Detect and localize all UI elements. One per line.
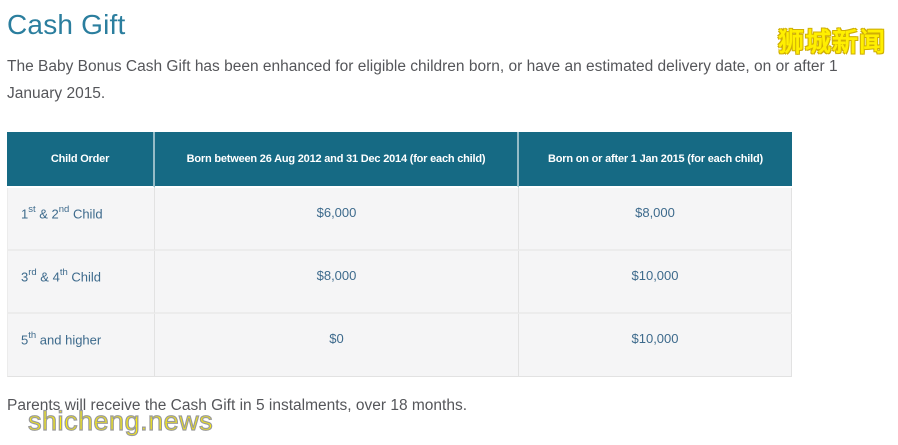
cell-amount-2015: $10,000 [519,314,792,377]
cell-amount-2015: $8,000 [519,188,792,251]
order-text: 1 [21,206,29,222]
order-text: Child [69,206,103,222]
ordinal-suffix: rd [28,267,37,278]
cell-amount-2015: $10,000 [519,251,792,314]
cash-gift-page: Cash Gift The Baby Bonus Cash Gift has b… [0,9,898,415]
table-header: Child Order Born between 26 Aug 2012 and… [7,132,792,188]
intro-paragraph: The Baby Bonus Cash Gift has been enhanc… [7,58,838,102]
cell-amount-2012-2014: $0 [155,314,519,377]
page-title: Cash Gift [7,9,126,40]
table-row: 1st & 2nd Child $6,000 $8,000 [7,188,792,251]
table-row: 5th and higher $0 $10,000 [7,314,792,377]
cell-amount-2012-2014: $6,000 [155,188,519,251]
cell-child-order: 1st & 2nd Child [7,188,155,251]
order-text: and higher [36,332,102,348]
ordinal-suffix: th [59,267,68,278]
table-row: 3rd & 4th Child $8,000 $10,000 [7,251,792,314]
column-header-born-2015: Born on or after 1 Jan 2015 (for each ch… [519,132,792,188]
ordinal-suffix: th [28,330,37,341]
column-header-child-order: Child Order [7,132,155,188]
column-header-born-2012-2014: Born between 26 Aug 2012 and 31 Dec 2014… [155,132,519,188]
ordinal-suffix: st [28,204,36,215]
cell-child-order: 3rd & 4th Child [7,251,155,314]
order-text: & 2 [35,206,59,222]
cell-child-order: 5th and higher [7,314,155,377]
order-text: Child [67,269,101,285]
instalments-note: Parents will receive the Cash Gift in 5 … [7,397,468,414]
cash-gift-table: Child Order Born between 26 Aug 2012 and… [7,132,792,377]
order-text: 3 [21,269,29,285]
cell-amount-2012-2014: $8,000 [155,251,519,314]
order-text: 5 [21,332,29,348]
ordinal-suffix: nd [58,204,70,215]
order-text: & 4 [36,269,60,285]
table-body: 1st & 2nd Child $6,000 $8,000 3rd & 4th … [7,188,792,377]
table-header-row: Child Order Born between 26 Aug 2012 and… [7,132,792,188]
